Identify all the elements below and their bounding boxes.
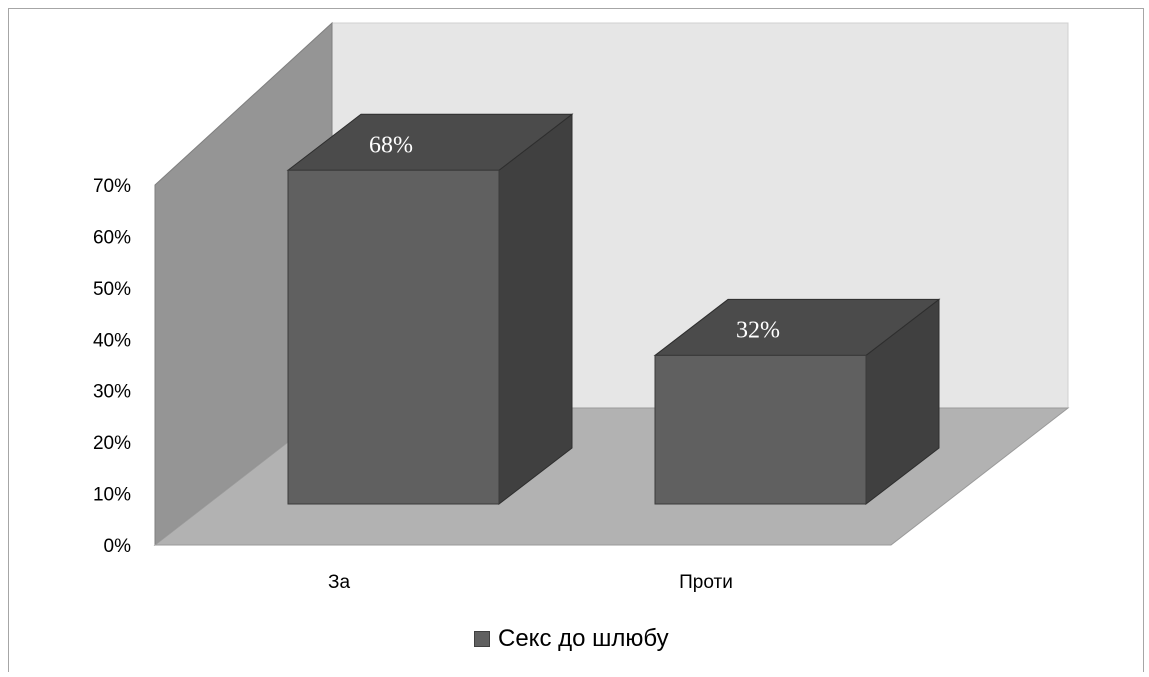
bar-front — [654, 354, 867, 505]
y-tick-label: 20% — [93, 433, 131, 454]
y-tick-label: 60% — [93, 227, 131, 248]
y-tick-label: 50% — [93, 279, 131, 300]
data-label: 32% — [736, 317, 780, 343]
y-tick-label: 40% — [93, 330, 131, 351]
y-tick-label: 30% — [93, 382, 131, 403]
bar-front — [287, 169, 500, 505]
chart-bars: 68% 32% — [286, 113, 941, 506]
chart-frame — [8, 8, 1144, 672]
y-tick-label: 10% — [93, 485, 131, 506]
data-label: 68% — [369, 132, 413, 158]
bar-2: 32% — [653, 298, 941, 506]
y-axis-ticks: 0% 10% 20% 30% 40% 50% 60% 70% — [93, 176, 131, 557]
y-tick-label: 0% — [104, 536, 132, 557]
bar-side — [498, 113, 573, 506]
x-axis-categories: За Проти — [328, 572, 733, 593]
legend-label: Секс до шлюбу — [498, 625, 669, 652]
x-category-label: За — [328, 572, 350, 593]
bar-1: 68% — [286, 113, 574, 506]
y-tick-label: 70% — [93, 176, 131, 197]
legend: Секс до шлюбу — [474, 624, 669, 654]
legend-swatch — [474, 631, 490, 647]
x-category-label: Проти — [679, 572, 733, 593]
